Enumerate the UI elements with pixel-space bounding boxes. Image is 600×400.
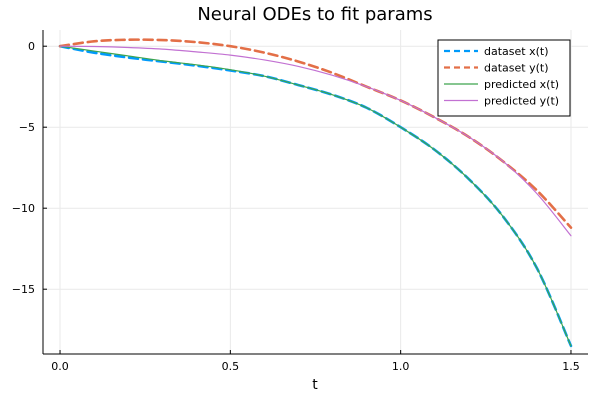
- x-tick-label-0: 0.0: [51, 360, 69, 373]
- chart-title: Neural ODEs to fit params: [197, 4, 432, 25]
- legend-label-dataset-y-t: dataset y(t): [484, 62, 549, 75]
- y-tick-label-0: 0: [28, 40, 35, 53]
- x-tick-label-3: 1.5: [562, 360, 580, 373]
- y-tick-label-2: −10: [12, 202, 35, 215]
- y-tick-label-3: −15: [12, 283, 35, 296]
- legend: dataset x(t) dataset y(t) predicted x(t) pr…: [437, 39, 571, 117]
- legend-label-predicted-x-t: predicted x(t): [484, 78, 559, 91]
- axes: 0.0 0.5 1.0 1.5 0 −5 −10 −15: [12, 30, 588, 373]
- x-axis-label: t: [312, 377, 318, 393]
- x-tick-label-1: 0.5: [222, 360, 240, 373]
- series-line-predicted-y-t: [59, 45, 572, 237]
- series-line-predicted-x-t: [59, 45, 572, 347]
- grid: [43, 30, 588, 354]
- series-layer: [58, 38, 573, 348]
- y-tick-label-1: −5: [19, 121, 35, 134]
- legend-label-predicted-y-t: predicted y(t): [484, 95, 559, 108]
- x-tick-label-2: 1.0: [392, 360, 410, 373]
- legend-label-dataset-x-t: dataset x(t): [484, 45, 549, 58]
- legend-box: [437, 39, 571, 117]
- series-line-dataset-x-t: [58, 44, 573, 348]
